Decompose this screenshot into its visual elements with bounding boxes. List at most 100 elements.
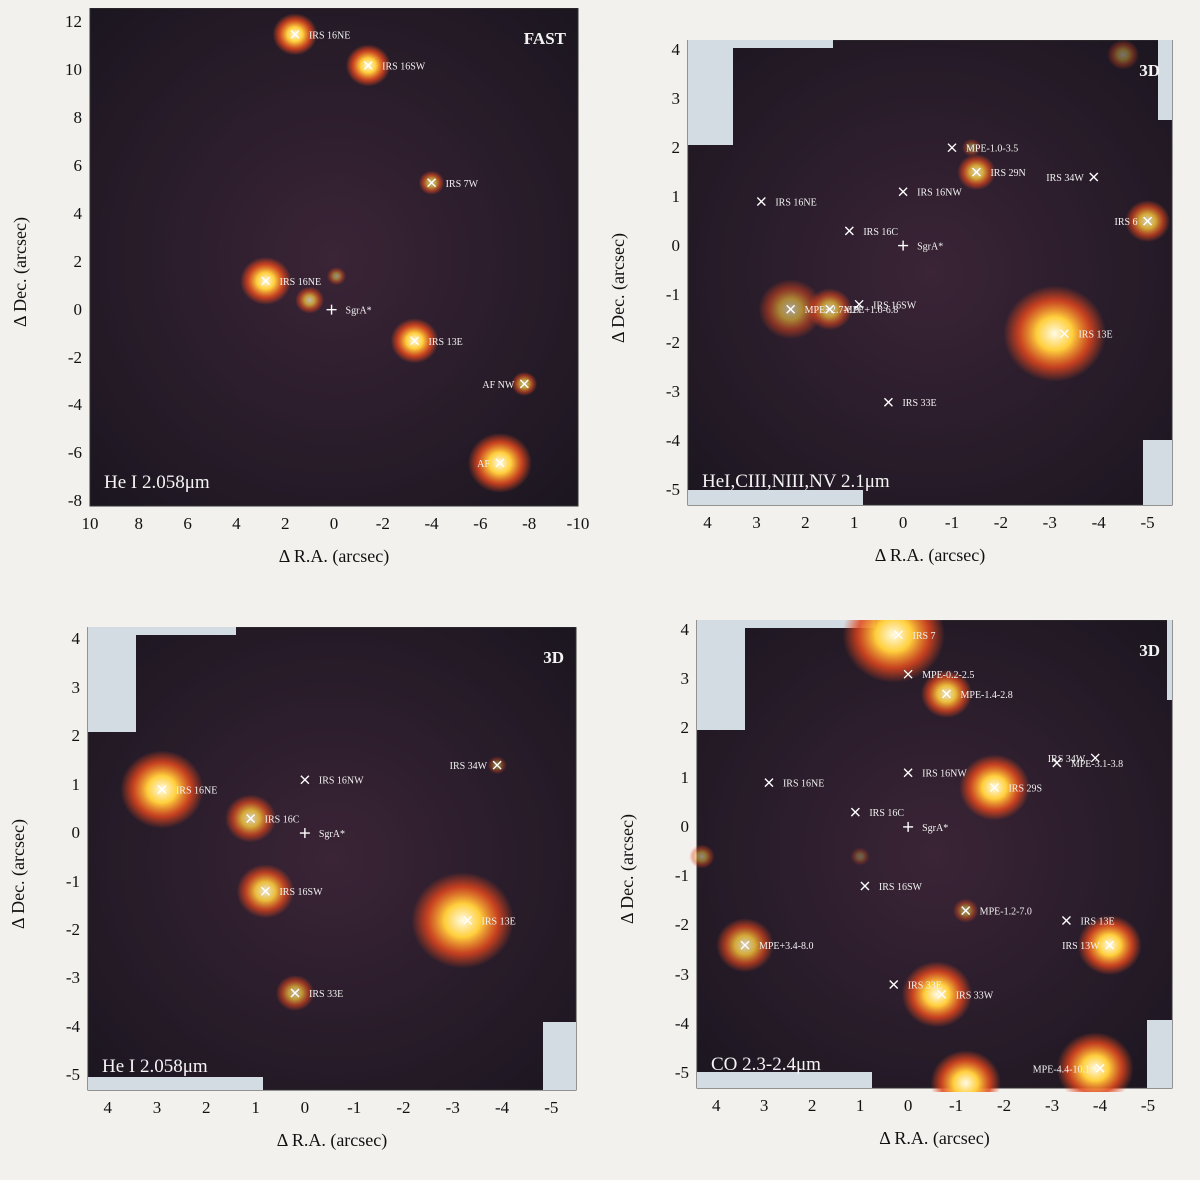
x-tick-label: 4 — [703, 513, 712, 532]
source-label: IRS 33E — [309, 989, 343, 1000]
field-mask — [1167, 620, 1172, 700]
y-tick-label: -5 — [674, 1063, 689, 1083]
y-tick-label: 1 — [680, 767, 690, 787]
source-label: IRS 33W — [956, 990, 994, 1001]
source-marker — [260, 886, 270, 896]
field-mask — [136, 627, 236, 635]
source-marker — [844, 226, 854, 236]
image-background — [89, 8, 579, 507]
x-tick-label: -3 — [1042, 513, 1057, 532]
source-marker — [1061, 916, 1071, 926]
source-label: SgrA* — [922, 823, 948, 834]
source-marker — [1095, 1063, 1105, 1073]
y-tick-label: -1 — [665, 284, 680, 304]
line-label: He I 2.058μm — [104, 472, 210, 493]
source-marker — [889, 980, 899, 990]
y-tick-label: 1 — [671, 186, 681, 206]
source-marker — [299, 828, 310, 839]
source-label: MPE-1.0-3.5 — [966, 144, 1018, 155]
y-tick-label: -6 — [67, 443, 82, 463]
x-tick-label: -1 — [948, 1096, 964, 1115]
y-tick-label: 4 — [73, 203, 83, 223]
sky-image: MPE-1.0-3.5 IRS 29N IRS 34W IRS 16NW IRS… — [687, 40, 1173, 506]
source-label: IRS 16SW — [279, 887, 323, 898]
source-emission — [850, 847, 870, 866]
x-axis-title: Δ R.A. (arcsec) — [278, 546, 390, 566]
source-label: IRS 29N — [990, 168, 1025, 179]
source-marker — [740, 940, 750, 950]
y-tick-label: -4 — [67, 395, 82, 415]
source-marker — [1089, 172, 1099, 182]
source-marker — [898, 240, 909, 251]
source-label: IRS 13E — [1080, 917, 1114, 928]
x-tick-label: -2 — [993, 513, 1008, 532]
x-tick-label: -2 — [396, 1098, 411, 1117]
x-tick-label: -5 — [1140, 1096, 1156, 1115]
x-axis-title: Δ R.A. (arcsec) — [879, 1128, 990, 1148]
source-marker — [261, 276, 271, 286]
y-tick-label: -3 — [665, 382, 680, 402]
y-tick-label: -2 — [665, 333, 680, 353]
source-marker — [898, 187, 908, 197]
source-label: IRS 29S — [1008, 783, 1042, 794]
source-marker — [1143, 216, 1153, 226]
source-marker — [850, 807, 860, 817]
source-label: SgrA* — [319, 829, 345, 840]
source-marker — [947, 143, 957, 153]
source-marker — [1052, 758, 1062, 768]
source-label: IRS 13E — [482, 916, 516, 927]
mode-label: 3D — [1139, 641, 1160, 660]
panel-3d-co: IRS 7 MPE-0.2-2.5 MPE-1.4-2.8 IRS 34W MP… — [607, 620, 1182, 1178]
field-mask — [697, 620, 745, 730]
line-label: He I 2.058μm — [102, 1056, 208, 1077]
source-label: AF — [477, 459, 490, 470]
y-tick-label: 2 — [71, 726, 81, 746]
x-tick-label: 0 — [329, 514, 339, 533]
x-tick-label: 3 — [752, 513, 761, 532]
source-marker — [300, 775, 310, 785]
source-emission — [842, 620, 945, 683]
y-tick-label: -5 — [65, 1065, 80, 1085]
y-axis-title: Δ Dec. (arcsec) — [8, 818, 28, 929]
x-tick-label: -5 — [544, 1098, 559, 1117]
source-label: IRS 16NE — [176, 785, 217, 796]
source-label: IRS 16C — [863, 227, 898, 238]
source-label: MPE-1.2-7.0 — [980, 907, 1032, 918]
y-tick-label: -3 — [674, 964, 689, 984]
y-tick-label: 3 — [680, 669, 690, 689]
source-marker — [854, 299, 864, 309]
x-tick-label: -3 — [1044, 1096, 1060, 1115]
source-emission — [1003, 285, 1106, 382]
field-mask — [1143, 440, 1172, 505]
field-mask — [1147, 1020, 1172, 1088]
source-marker — [492, 760, 502, 770]
line-label: HeI,CIII,NIII,NV 2.1μm — [702, 471, 890, 492]
y-tick-label: -4 — [665, 431, 680, 451]
x-tick-label: -2 — [375, 514, 390, 533]
x-tick-label: -4 — [494, 1098, 510, 1117]
x-tick-label: 4 — [232, 514, 241, 533]
y-tick-label: 2 — [671, 137, 681, 157]
field-mask — [543, 1022, 576, 1090]
image-background — [687, 40, 1173, 506]
y-tick-label: 2 — [73, 251, 83, 271]
source-marker — [290, 29, 300, 39]
source-marker — [786, 304, 796, 314]
source-marker — [519, 379, 529, 389]
source-label: IRS 7 — [913, 631, 936, 642]
source-label: IRS 13W — [1062, 941, 1100, 952]
source-label: IRS 7W — [446, 179, 479, 190]
field-mask — [1158, 40, 1172, 120]
x-tick-label: 4 — [103, 1098, 112, 1117]
x-tick-label: 1 — [251, 1098, 260, 1117]
source-label: MPE-4.4-10.1 — [1033, 1064, 1090, 1075]
x-tick-label: 0 — [903, 1096, 913, 1115]
x-tick-label: 3 — [759, 1096, 769, 1115]
source-label: IRS 13E — [1078, 330, 1112, 341]
field-mask — [88, 1077, 263, 1090]
source-label: IRS 6 — [1114, 217, 1137, 228]
y-tick-label: 4 — [680, 619, 690, 639]
y-tick-label: -1 — [65, 871, 80, 891]
y-tick-label: 8 — [73, 108, 83, 128]
source-emission — [1107, 40, 1140, 70]
